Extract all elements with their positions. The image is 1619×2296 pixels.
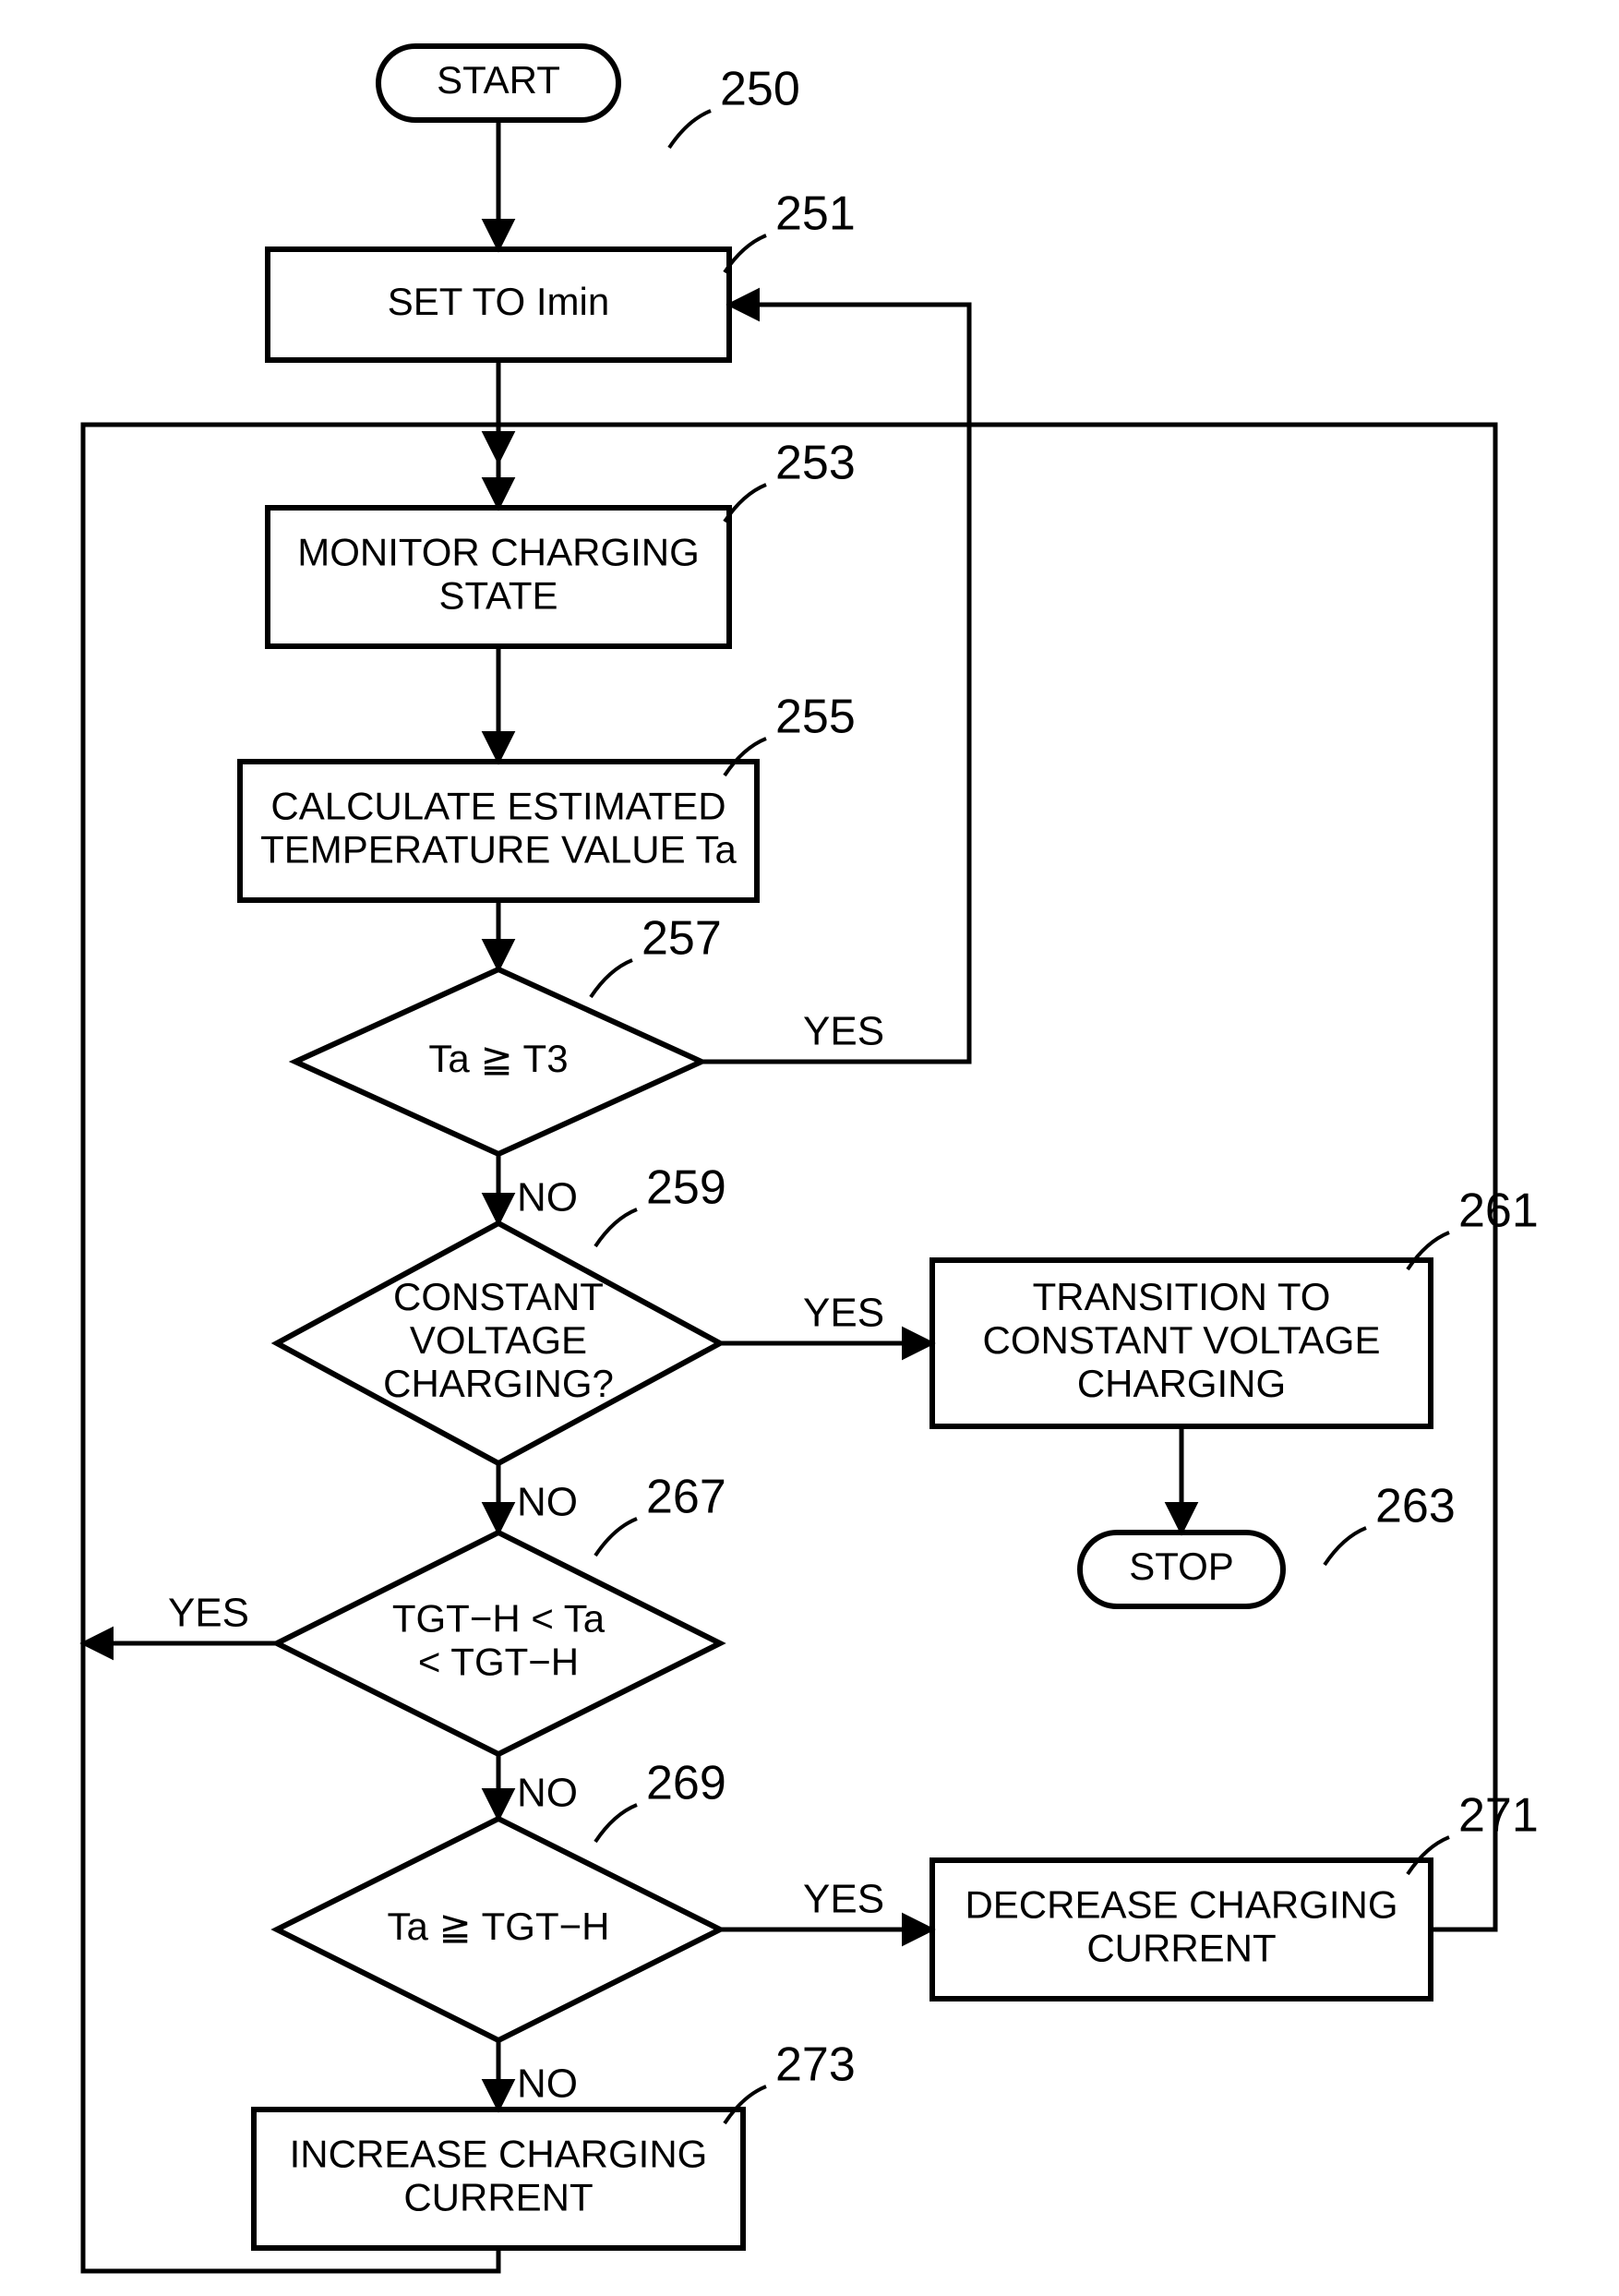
node-text: TEMPERATURE VALUE Ta [260, 828, 737, 872]
node-n261: TRANSITION TOCONSTANT VOLTAGECHARGING 261 [932, 1184, 1539, 1426]
node-text: CURRENT [403, 2176, 593, 2219]
ref-number: 267 [646, 1471, 726, 1524]
ref-leader [1325, 1528, 1366, 1565]
node-text: START [437, 58, 560, 102]
ref-number: 255 [775, 691, 856, 744]
node-start: START 250 [378, 46, 800, 148]
ref-number: 257 [642, 912, 722, 966]
ref-number: 251 [775, 187, 856, 241]
node-text: Ta ≧ T3 [428, 1037, 568, 1080]
ref-number: 273 [775, 2038, 856, 2092]
node-n253: MONITOR CHARGINGSTATE 253 [268, 437, 856, 646]
node-text: INCREASE CHARGING [290, 2133, 708, 2176]
node-text: TGT−H < Ta [392, 1597, 606, 1641]
node-text: CONSTANT VOLTAGE [983, 1318, 1381, 1362]
node-text: MONITOR CHARGING [297, 531, 700, 574]
node-text: CHARGING? [383, 1362, 614, 1405]
node-text: DECREASE CHARGING [965, 1883, 1397, 1927]
ref-number: 253 [775, 437, 856, 490]
edge-label: NO [517, 1771, 578, 1816]
ref-number: 269 [646, 1757, 726, 1810]
node-n255: CALCULATE ESTIMATEDTEMPERATURE VALUE Ta 2… [240, 691, 856, 900]
ref-number: 261 [1458, 1184, 1539, 1238]
ref-number: 259 [646, 1161, 726, 1215]
edge-label: NO [517, 1480, 578, 1525]
ref-leader [591, 960, 632, 997]
ref-leader [725, 739, 766, 775]
node-n267: TGT−H < Ta< TGT−H 267 [277, 1471, 726, 1754]
node-text: TRANSITION TO [1033, 1275, 1331, 1318]
node-text: < TGT−H [418, 1641, 579, 1684]
edge-label: YES [803, 1009, 884, 1054]
edge-label: NO [517, 1175, 578, 1220]
node-text: VOLTAGE [410, 1318, 587, 1362]
node-text: STOP [1129, 1545, 1234, 1588]
node-text: CHARGING [1077, 1362, 1286, 1405]
ref-leader [595, 1805, 637, 1842]
ref-number: 271 [1458, 1789, 1539, 1843]
edge-label: NO [517, 2062, 578, 2107]
ref-number: 250 [720, 63, 800, 116]
node-n269: Ta ≧ TGT−H 269 [277, 1757, 726, 2040]
node-n271: DECREASE CHARGINGCURRENT 271 [932, 1789, 1539, 1999]
node-text: SET TO Imin [388, 280, 609, 323]
node-stop: STOP 263 [1080, 1480, 1456, 1606]
node-n259: CONSTANTVOLTAGECHARGING? 259 [277, 1161, 726, 1463]
ref-leader [595, 1209, 637, 1246]
edge-label: YES [803, 1291, 884, 1336]
node-text: STATE [438, 574, 558, 618]
edge [702, 305, 969, 1062]
node-text: CALCULATE ESTIMATED [270, 785, 726, 828]
node-n251: SET TO Imin 251 [268, 187, 856, 360]
node-text: CURRENT [1086, 1927, 1276, 1970]
node-text: CONSTANT [393, 1275, 604, 1318]
ref-leader [595, 1519, 637, 1556]
ref-leader [669, 111, 711, 148]
ref-number: 263 [1375, 1480, 1456, 1533]
edge-label: YES [168, 1591, 249, 1636]
edge-label: YES [803, 1877, 884, 1922]
node-text: Ta ≧ TGT−H [388, 1905, 610, 1948]
node-n257: Ta ≧ T3 257 [295, 912, 722, 1154]
